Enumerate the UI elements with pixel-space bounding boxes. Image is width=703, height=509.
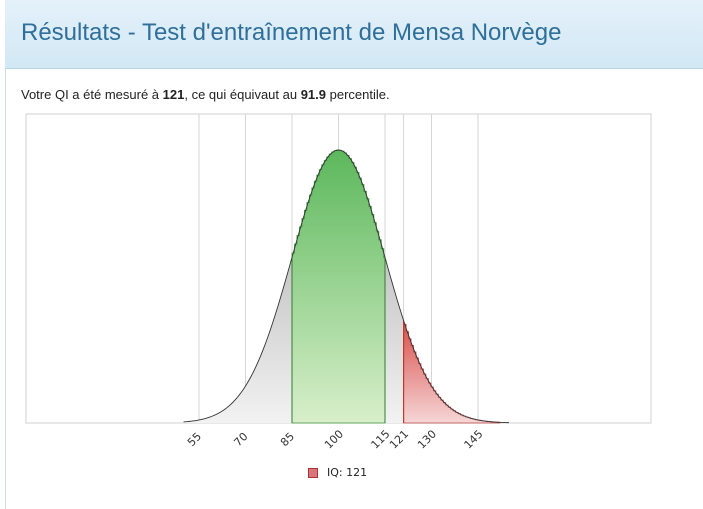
x-tick-label: 70 bbox=[231, 430, 250, 449]
result-prefix: Votre QI a été mesuré à bbox=[21, 87, 163, 102]
page-title: Résultats - Test d'entraînement de Mensa… bbox=[21, 19, 562, 46]
x-tick-label: 100 bbox=[322, 428, 346, 452]
percentile-value: 91.9 bbox=[300, 87, 327, 102]
x-tick-label: 85 bbox=[278, 430, 297, 449]
result-middle: , ce qui équivaut au bbox=[184, 87, 301, 102]
result-suffix: percentile. bbox=[326, 87, 390, 102]
page-header: Résultats - Test d'entraînement de Mensa… bbox=[5, 0, 703, 69]
chart-legend[interactable]: IQ: 121 bbox=[308, 466, 367, 479]
legend-swatch bbox=[308, 467, 318, 478]
x-tick-label: 121 bbox=[387, 428, 411, 452]
result-summary: Votre QI a été mesuré à 121, ce qui équi… bbox=[21, 87, 390, 102]
x-tick-label: 55 bbox=[185, 430, 204, 449]
legend-label: IQ: 121 bbox=[327, 466, 368, 479]
distribution-curve bbox=[183, 149, 510, 424]
x-tick-label: 145 bbox=[462, 428, 486, 452]
x-tick-label: 130 bbox=[415, 428, 439, 452]
iq-value: 121 bbox=[162, 87, 185, 102]
